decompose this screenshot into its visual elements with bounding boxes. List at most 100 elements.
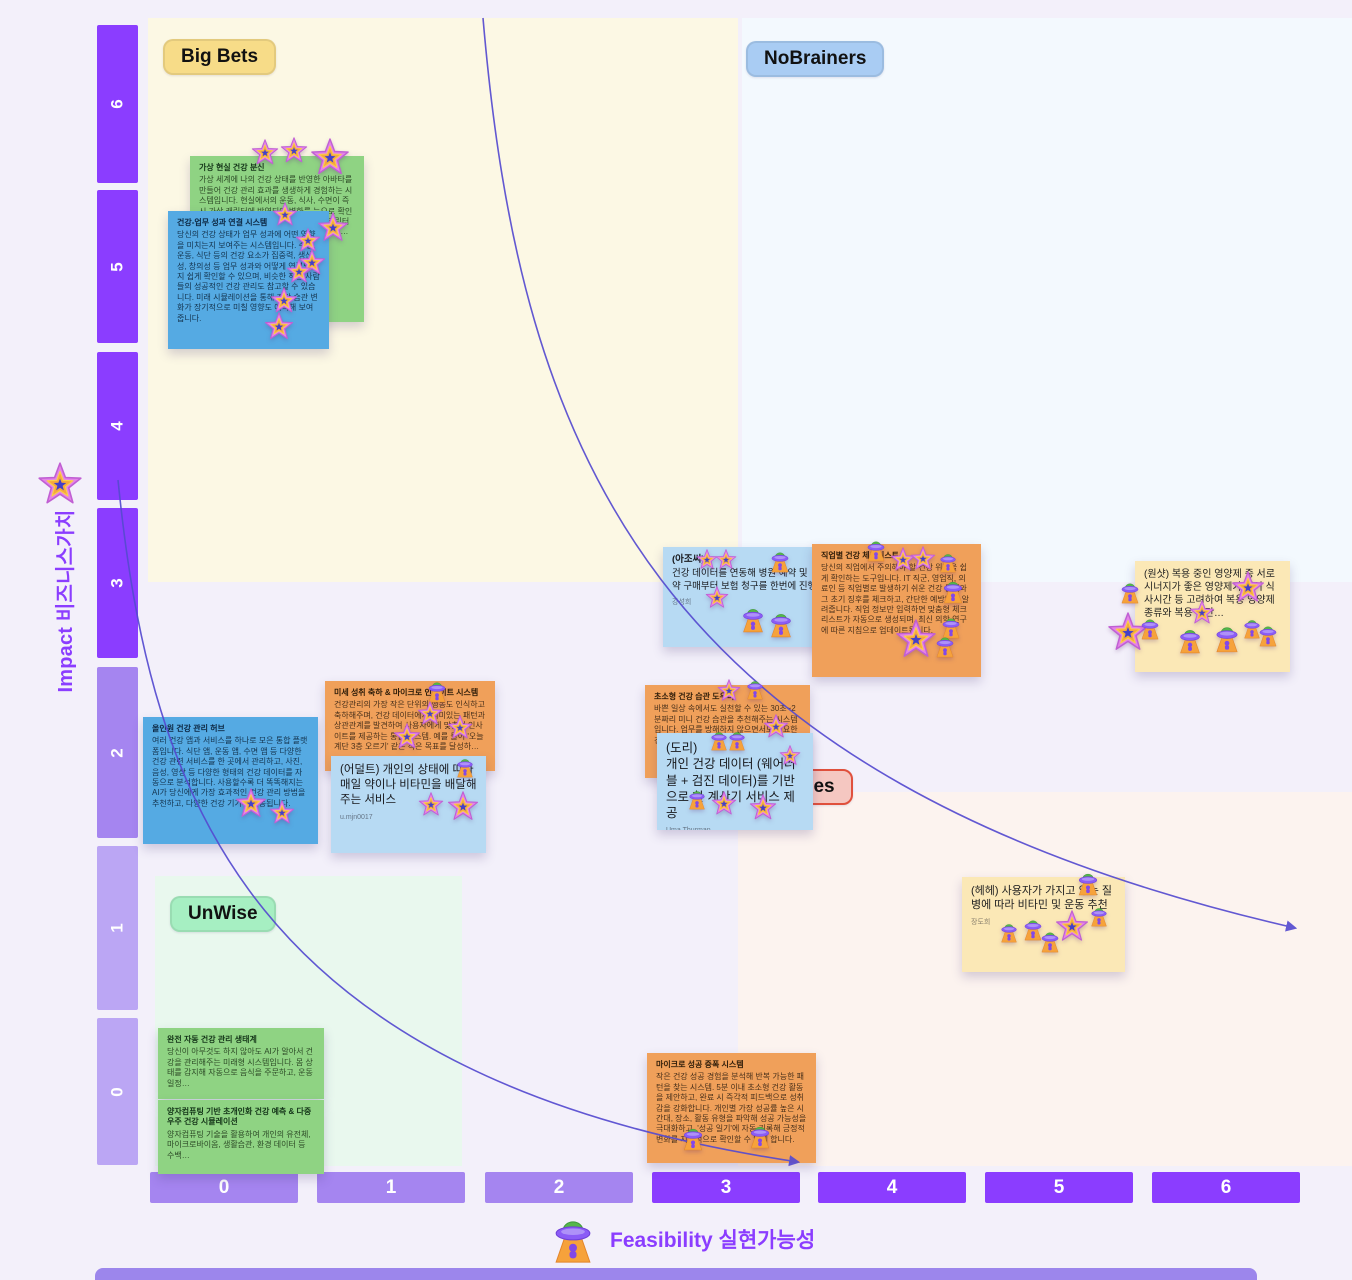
tick-value: 5 — [107, 261, 127, 272]
ufo-vote-sticker[interactable] — [933, 634, 957, 658]
star-vote-sticker[interactable] — [270, 287, 298, 315]
ufo-vote-sticker[interactable] — [726, 729, 748, 751]
tick-value: 2 — [553, 1176, 565, 1198]
ufo-vote-sticker[interactable] — [767, 610, 795, 638]
tick-value: 3 — [107, 578, 127, 588]
tick-value: 0 — [218, 1176, 230, 1198]
ufo-vote-sticker[interactable] — [1138, 616, 1162, 640]
star-vote-sticker[interactable] — [910, 546, 936, 572]
ufo-vote-sticker[interactable] — [454, 756, 476, 778]
note-title: 건강-업무 성과 연결 시스템 — [177, 218, 268, 227]
star-vote-sticker[interactable] — [286, 259, 312, 285]
note-body: 작은 건강 성공 경험을 분석해 반복 가능한 패턴을 찾는 시스템. 5분 이… — [656, 1072, 807, 1144]
quadrant-area-nobrainers — [742, 18, 1352, 582]
x-axis-caption: Feasibility 실현가능성 — [548, 1214, 815, 1264]
quadrant-label-big-bets[interactable]: Big Bets — [163, 39, 277, 75]
ufo-vote-sticker[interactable] — [1176, 626, 1204, 654]
note-title: 가상 현실 건강 분신 — [199, 163, 265, 172]
note-title: 마이크로 성공 증폭 시스템 — [656, 1060, 744, 1069]
tick-value: 1 — [385, 1176, 397, 1198]
star-vote-sticker[interactable] — [705, 586, 729, 610]
ufo-vote-sticker[interactable] — [1088, 905, 1110, 927]
ufo-vote-sticker[interactable] — [864, 538, 888, 562]
tick-value: 3 — [720, 1176, 732, 1198]
x-axis-label: Feasibility 실현가능성 — [610, 1229, 816, 1252]
tick-value: 2 — [107, 747, 127, 758]
star-vote-sticker[interactable] — [280, 137, 308, 165]
board-bottom-bar — [95, 1268, 1257, 1280]
star-vote-sticker[interactable] — [1231, 571, 1265, 605]
tick-value: 4 — [886, 1176, 898, 1198]
star-vote-sticker[interactable] — [269, 800, 295, 826]
y-axis-tick-5: 5 — [97, 190, 138, 343]
star-vote-sticker[interactable] — [235, 788, 267, 820]
y-axis-label: Impact 비즈니스가치 — [55, 509, 77, 693]
quadrant-label-nobrainers[interactable]: NoBrainers — [746, 41, 885, 77]
x-axis-tick-1: 1 — [317, 1172, 465, 1203]
y-axis-tick-0: 0 — [97, 1018, 138, 1165]
star-vote-sticker[interactable] — [310, 138, 350, 178]
ufo-vote-sticker[interactable] — [1118, 580, 1142, 604]
ufo-vote-sticker[interactable] — [739, 605, 767, 633]
note-title: 완전 자동 건강 관리 생태계 — [167, 1035, 257, 1044]
star-vote-sticker[interactable] — [251, 139, 279, 167]
y-axis-tick-4: 4 — [97, 352, 138, 500]
star-vote-sticker[interactable] — [447, 715, 473, 741]
ufo-vote-sticker[interactable] — [940, 578, 966, 604]
note-quantum[interactable]: 양자컴퓨팅 기반 초개인화 건강 예측 & 다중우주 건강 시뮬레이션 양자컴퓨팅… — [158, 1100, 324, 1174]
x-axis-tick-4: 4 — [818, 1172, 966, 1203]
star-vote-sticker[interactable] — [749, 794, 777, 822]
tick-value: 0 — [107, 1086, 127, 1097]
x-axis-tick-6: 6 — [1152, 1172, 1300, 1203]
y-axis-tick-1: 1 — [97, 846, 138, 1010]
x-axis-tick-0: 0 — [150, 1172, 298, 1203]
star-vote-sticker[interactable] — [711, 791, 737, 817]
tick-value: 5 — [1053, 1176, 1065, 1198]
feasibility-ufo-icon — [555, 1221, 591, 1263]
star-vote-sticker[interactable] — [763, 714, 789, 740]
note-author: Uma Thurman — [666, 826, 804, 830]
x-axis-tick-3: 3 — [652, 1172, 800, 1203]
star-vote-sticker[interactable] — [895, 619, 937, 661]
note-body: 당신의 건강 상태가 업무 성과에 어떤 영향을 미치는지 보여주는 시스템입니… — [177, 230, 320, 323]
ufo-vote-sticker[interactable] — [744, 678, 766, 700]
ufo-vote-sticker[interactable] — [686, 788, 708, 810]
ufo-vote-sticker[interactable] — [768, 549, 792, 573]
star-vote-sticker[interactable] — [393, 723, 421, 751]
tick-value: 1 — [107, 923, 127, 933]
star-vote-sticker[interactable] — [272, 202, 298, 228]
x-axis-tick-5: 5 — [985, 1172, 1133, 1203]
star-vote-sticker[interactable] — [317, 212, 349, 244]
star-vote-sticker[interactable] — [717, 679, 741, 703]
y-axis-tick-2: 2 — [97, 667, 138, 838]
tick-value: 6 — [107, 99, 127, 109]
note-title: 양자컴퓨팅 기반 초개인화 건강 예측 & 다중우주 건강 시뮬레이션 — [167, 1107, 312, 1127]
x-axis-tick-2: 2 — [485, 1172, 633, 1203]
ufo-vote-sticker[interactable] — [1038, 929, 1062, 953]
ufo-vote-sticker[interactable] — [1256, 623, 1280, 647]
star-vote-sticker[interactable] — [715, 549, 737, 571]
ufo-vote-sticker[interactable] — [1075, 870, 1101, 896]
note-title: (아조씨) — [672, 554, 705, 565]
note-body: 여러 건강 앱과 서비스를 하나로 모은 통합 플랫폼입니다. 식단 앱, 운동… — [152, 736, 308, 808]
star-vote-sticker[interactable] — [447, 791, 479, 823]
star-vote-sticker[interactable] — [418, 792, 444, 818]
star-vote-sticker[interactable] — [264, 312, 294, 342]
ufo-vote-sticker[interactable] — [425, 679, 449, 703]
ufo-vote-sticker[interactable] — [937, 551, 959, 573]
ufo-vote-sticker[interactable] — [680, 1125, 706, 1151]
note-body: 양자컴퓨팅 기술을 활용하여 개인의 유전체, 마이크로바이옴, 생활습관, 환… — [167, 1129, 311, 1160]
note-body: 당신이 아무것도 하지 않아도 AI가 알아서 건강을 관리해주는 미래형 시스… — [167, 1047, 314, 1088]
ufo-vote-sticker[interactable] — [998, 921, 1020, 943]
quadrant-label-unwise[interactable]: UnWise — [170, 896, 276, 932]
ufo-vote-sticker[interactable] — [747, 1123, 773, 1149]
star-vote-sticker[interactable] — [779, 745, 801, 767]
note-body: 건강 데이터를 연동해 병원 예약 및 약 구매부터 보험 청구를 한번에 진행 — [672, 568, 817, 592]
ufo-vote-sticker[interactable] — [1212, 623, 1242, 653]
tick-value: 6 — [1220, 1176, 1232, 1198]
note-title: 올인원 건강 관리 허브 — [152, 724, 225, 733]
